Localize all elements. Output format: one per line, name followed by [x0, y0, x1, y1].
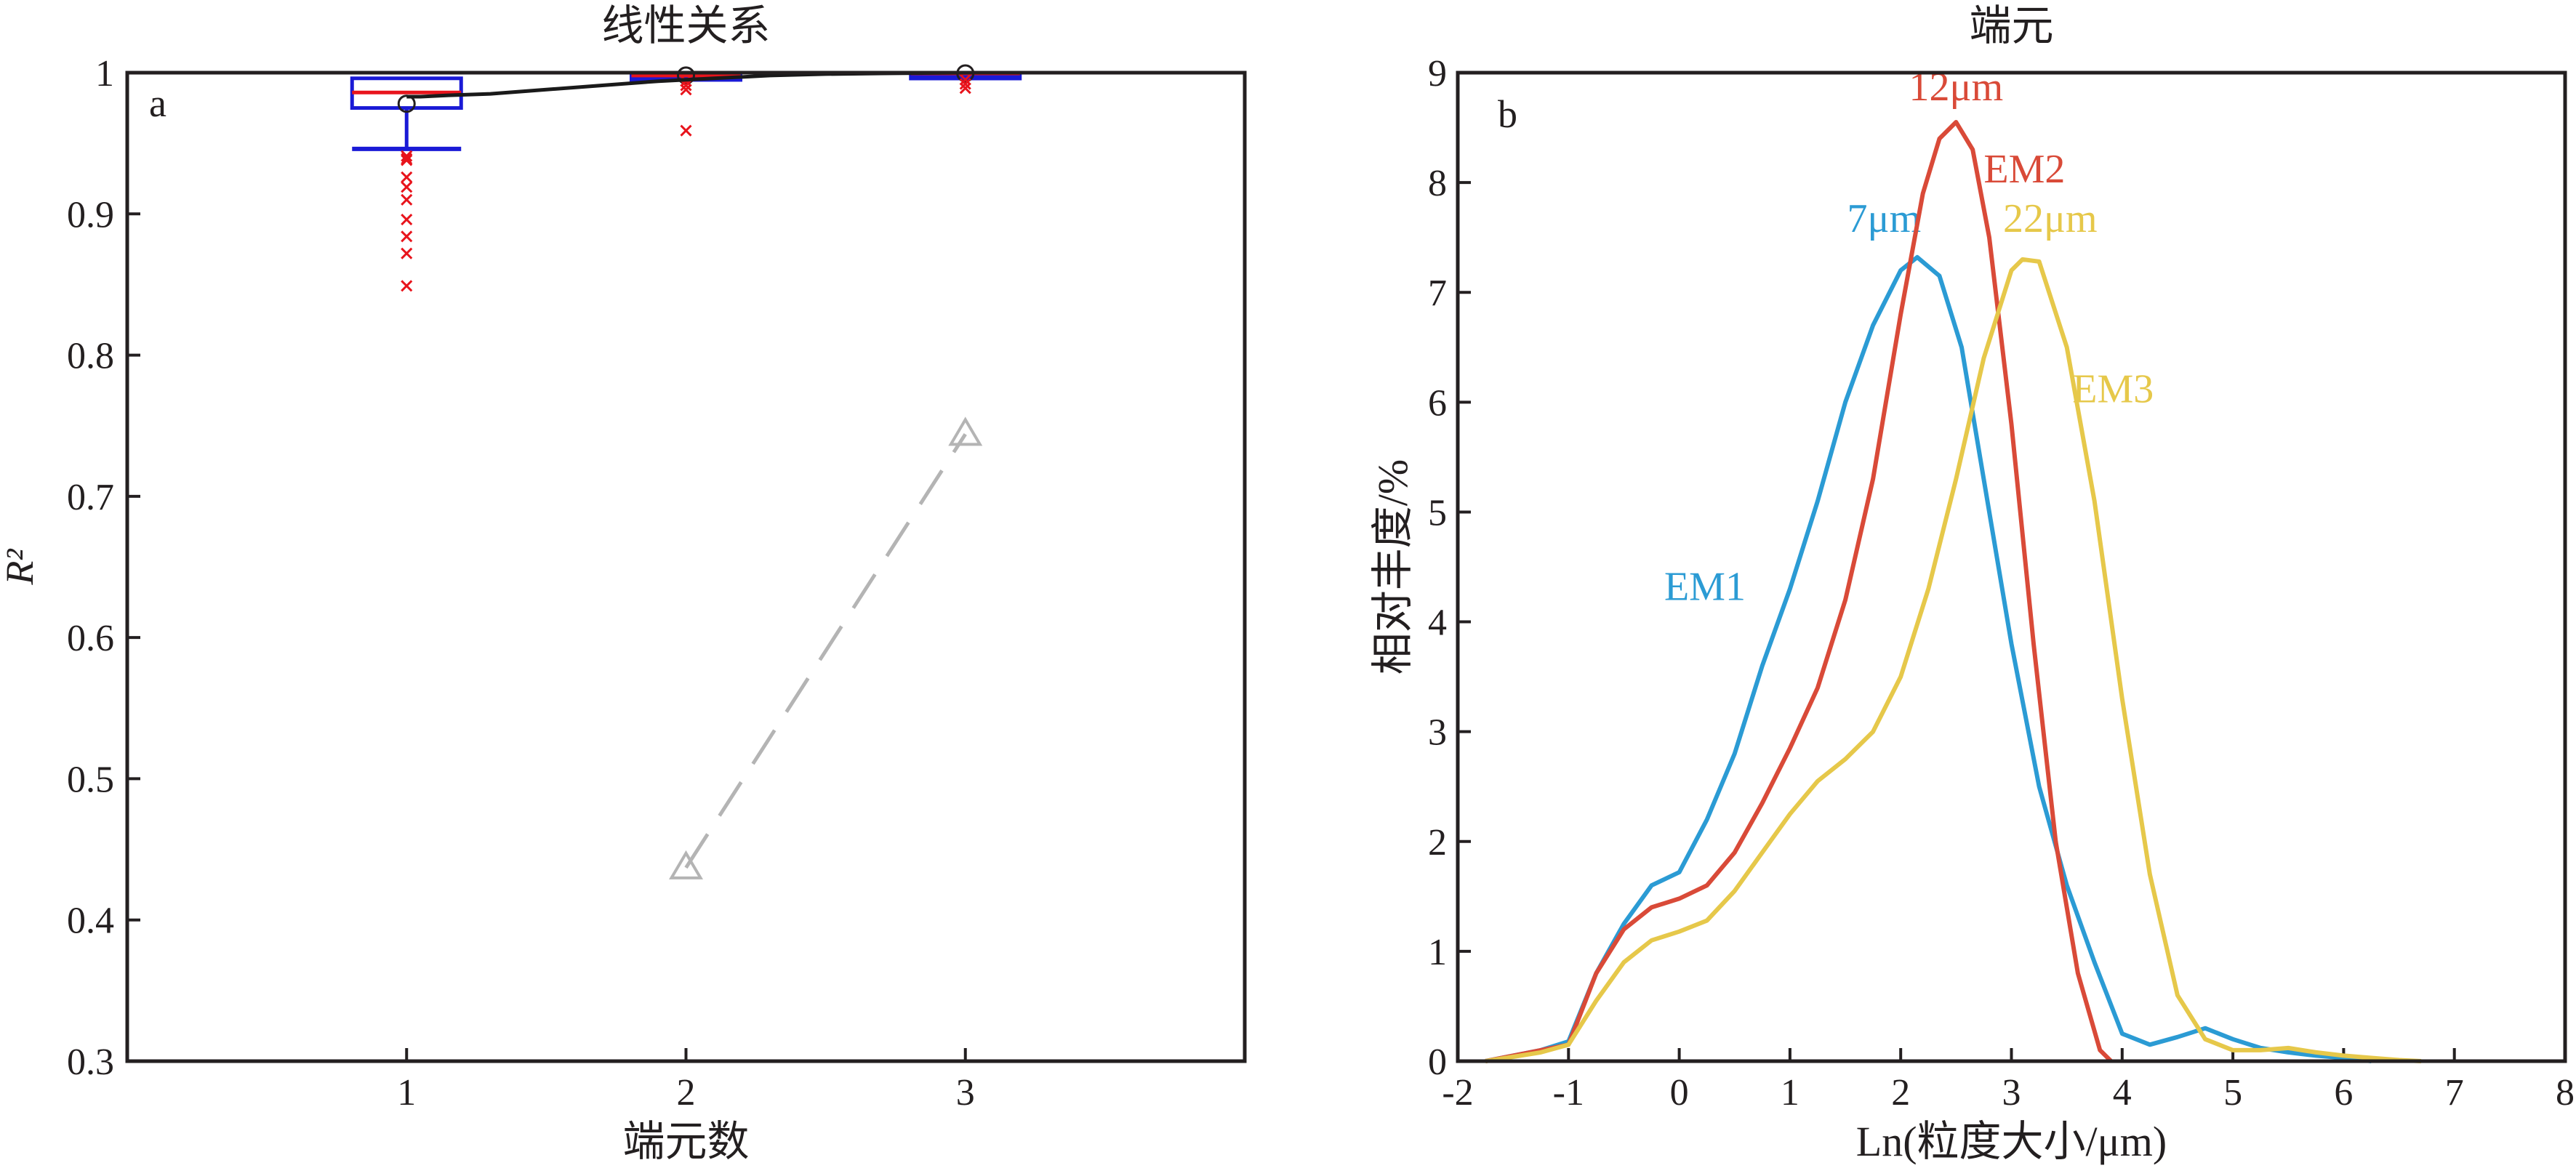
- b-xtick-label: 6: [2334, 1072, 2353, 1113]
- a-ytick-label: 0.3: [67, 1042, 114, 1083]
- a-outlier: [401, 193, 413, 206]
- panel-a-ylabel: R²: [0, 549, 41, 586]
- a-box-mean: [397, 94, 416, 113]
- b-xtick-label: 1: [1781, 1072, 1799, 1113]
- b-ytick-label: 1: [1428, 932, 1447, 973]
- a-ytick-label: 0.5: [67, 759, 114, 800]
- panel-a-r2-boxplot: 线性关系 a 端元数 R² 0.3 0.4 0.5 0.6 0.7 0.8 0.9 1 1 2 3: [0, 2, 1247, 1165]
- a-outlier: [680, 79, 692, 92]
- panel-b-ylabel: 相对丰度/%: [1369, 459, 1416, 674]
- b-series-label-em1: EM1: [1664, 564, 1746, 609]
- b-series-label-em3: EM3: [2072, 366, 2154, 411]
- b-xtick-label: 5: [2223, 1072, 2242, 1113]
- a-outlier: [401, 280, 413, 292]
- b-series-em1: [1485, 254, 2372, 1063]
- b-ytick-label: 9: [1428, 53, 1447, 94]
- a-mean-r2-line: [684, 433, 967, 869]
- b-xtick-label: 7: [2445, 1072, 2464, 1113]
- a-ytick-label: 0.4: [67, 901, 114, 942]
- b-ytick-label: 2: [1428, 822, 1447, 863]
- a-outlier: [959, 82, 971, 94]
- a-outlier: [680, 124, 692, 137]
- a-box-mean: [677, 66, 695, 85]
- a-outlier: [959, 78, 971, 90]
- panel-b-plot-frame: [1456, 71, 2567, 1063]
- b-series-em2: [1485, 120, 2113, 1063]
- b-xtick-label: 0: [1670, 1072, 1689, 1113]
- a-outlier: [401, 230, 413, 243]
- a-outlier: [680, 84, 692, 96]
- b-mode-label-em1: 7μm: [1847, 196, 1922, 241]
- a-outlier: [401, 213, 413, 226]
- panel-a-plot-frame: [125, 71, 1247, 1063]
- b-xtick-label: 3: [2002, 1072, 2021, 1113]
- b-ytick-label: 3: [1428, 712, 1447, 754]
- a-outlier: [401, 171, 413, 183]
- b-ytick-label: 4: [1428, 603, 1447, 644]
- panel-b-end-members: 端元 b Ln(粒度大小/μm) 相对丰度/% 0 1 2 3 4 5 6 7 8 9 -2 -1 0 1…: [1369, 2, 2575, 1165]
- a-ytick-label: 1: [95, 53, 114, 94]
- panel-b-title: 端元: [1969, 2, 2053, 49]
- b-xtick-label: 2: [1891, 1072, 1910, 1113]
- a-ytick-label: 0.8: [67, 336, 114, 377]
- panel-b-ticks: 0 1 2 3 4 5 6 7 8 9 -2 -1 0 1 2 3 4 5 6 7 8: [1428, 53, 2575, 1113]
- b-ytick-label: 6: [1428, 382, 1447, 424]
- a-ytick-label: 0.9: [67, 194, 114, 235]
- panel-a-xlabel: 端元数: [622, 1118, 749, 1165]
- a-outlier: [401, 154, 413, 166]
- b-mode-label-em3: 22μm: [2003, 196, 2098, 241]
- a-mean-r2-marker: [948, 416, 983, 446]
- b-ytick-label: 8: [1428, 163, 1447, 204]
- panel-a-ticks: 0.3 0.4 0.5 0.6 0.7 0.8 0.9 1 1 2 3: [67, 53, 975, 1113]
- b-xtick-label: 8: [2556, 1072, 2575, 1113]
- b-xtick-label: -1: [1553, 1072, 1584, 1113]
- b-series-label-em2: EM2: [1983, 147, 2065, 192]
- a-outlier: [401, 247, 413, 259]
- b-ytick-label: 7: [1428, 273, 1447, 314]
- panel-a-title: 线性关系: [601, 2, 770, 49]
- b-xtick-label: -2: [1442, 1072, 1473, 1113]
- panel-a-label: a: [149, 81, 166, 125]
- a-xtick-label: 3: [956, 1072, 975, 1113]
- a-mean-r2-marker: [669, 850, 703, 879]
- panel-b-xlabel: Ln(粒度大小/μm): [1856, 1118, 2167, 1165]
- b-xtick-label: 4: [2113, 1072, 2132, 1113]
- b-ytick-label: 0: [1428, 1042, 1447, 1083]
- b-series-em3: [1485, 257, 2422, 1063]
- a-outlier: [401, 181, 413, 193]
- a-outlier: [401, 150, 413, 162]
- a-xtick-label: 1: [397, 1072, 416, 1113]
- a-ytick-label: 0.7: [67, 477, 114, 518]
- panel-a-marks: [350, 64, 1022, 879]
- a-outlier: [959, 73, 971, 86]
- a-xtick-label: 2: [677, 1072, 696, 1113]
- a-ytick-label: 0.6: [67, 618, 114, 659]
- panel-b-label: b: [1498, 92, 1517, 136]
- b-ytick-label: 5: [1428, 492, 1447, 533]
